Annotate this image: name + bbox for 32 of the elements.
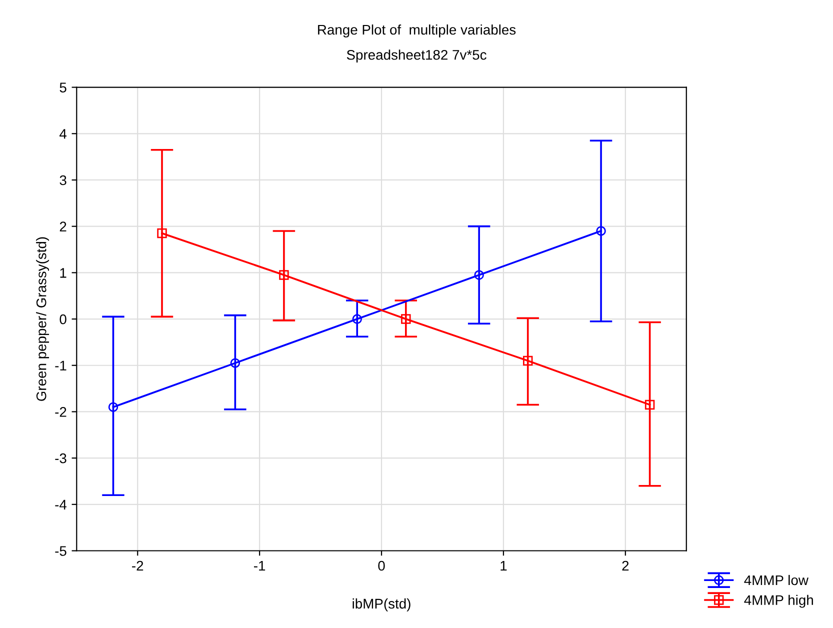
- point: [279, 270, 289, 280]
- y-tick-label: -4: [55, 500, 67, 510]
- y-tick-label: 1: [60, 268, 66, 278]
- y-tick-label: -5: [55, 546, 66, 556]
- y-tick-label: 3: [60, 175, 66, 186]
- x-axis-title: ibMP(std): [352, 598, 410, 612]
- point: [108, 402, 118, 412]
- x-tick-label: -1: [254, 560, 266, 571]
- x-tick-label: 0: [378, 560, 385, 571]
- y-tick-label: 0: [60, 314, 66, 324]
- point: [157, 228, 167, 238]
- y-tick-label: -1: [55, 360, 66, 370]
- y-tick-label: 5: [60, 82, 66, 92]
- y-tick-label: -3: [55, 453, 66, 464]
- point: [474, 270, 484, 280]
- x-tick-label: 2: [622, 560, 629, 571]
- x-tick-label: 1: [500, 560, 507, 571]
- point: [401, 314, 411, 324]
- point: [352, 314, 362, 324]
- y-tick-label: 2: [60, 222, 66, 232]
- x-tick-label: -2: [132, 560, 144, 571]
- y-tick-label: -2: [55, 407, 66, 417]
- point: [522, 356, 533, 366]
- point: [596, 226, 606, 236]
- y-tick-label: 4: [60, 129, 67, 139]
- legend-label: 4MMP low: [744, 574, 808, 586]
- chart-subtitle: Spreadsheet182 7v*5c: [346, 50, 486, 63]
- point: [644, 400, 655, 410]
- y-axis-title: Green pepper/ Grassy(std): [36, 237, 50, 401]
- legend-label: 4MMP high: [744, 594, 813, 608]
- point: [230, 358, 240, 368]
- chart-title: Range Plot of multiple variables: [318, 24, 516, 38]
